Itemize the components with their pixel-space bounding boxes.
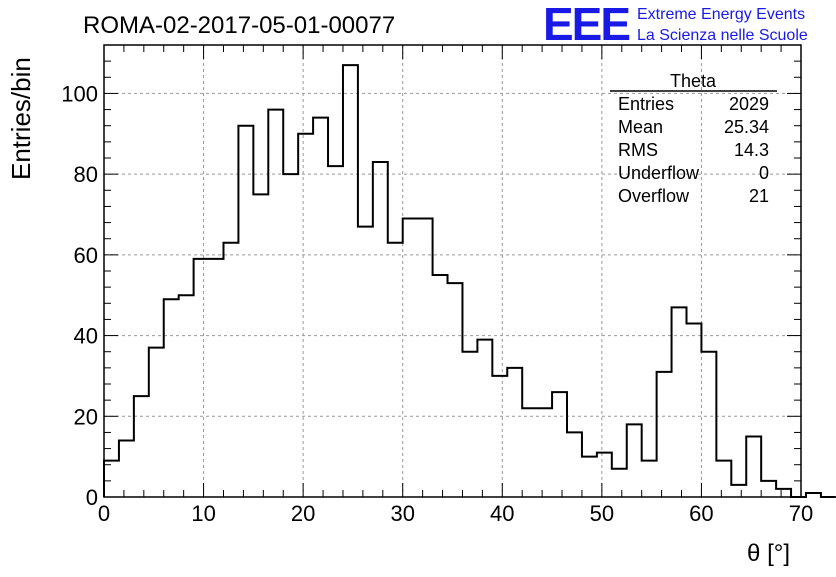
tick-labels: 0 10 20 30 40 50 60 70 0 20 40 60 80 100 — [61, 81, 813, 526]
stats-row-label: Entries — [618, 94, 674, 114]
grid-lines — [104, 45, 801, 497]
x-tick-label: 50 — [590, 501, 614, 526]
x-tick-label: 10 — [191, 501, 215, 526]
x-tick-label: 70 — [789, 501, 813, 526]
stats-row-label: RMS — [618, 140, 658, 160]
stats-row-value: 2029 — [729, 94, 769, 114]
y-tick-label: 80 — [74, 162, 98, 187]
eee-logo: EEE Extreme Energy Events La Scienza nel… — [543, 0, 808, 50]
y-tick-label: 40 — [74, 324, 98, 349]
plot-frame — [103, 44, 802, 498]
histogram-outline — [103, 64, 836, 498]
y-tick-label: 20 — [74, 404, 98, 429]
axes-frame — [103, 44, 802, 498]
eee-logo-mark: EEE — [543, 0, 629, 50]
stats-row-value: 25.34 — [724, 117, 769, 137]
x-tick-label: 20 — [291, 501, 315, 526]
x-tick-label: 30 — [390, 501, 414, 526]
stats-row-value: 21 — [749, 186, 769, 206]
stats-rows: Entries 2029 Mean 25.34 RMS 14.3 Underflow 0 Ove… — [618, 94, 769, 206]
x-axis-label: θ [°] — [747, 540, 790, 567]
y-tick-label: 100 — [61, 81, 98, 106]
x-tick-label: 0 — [98, 501, 110, 526]
logo-line-1: Extreme Energy Events — [637, 6, 805, 23]
x-tick-label: 40 — [490, 501, 514, 526]
stats-title: Theta — [670, 71, 717, 91]
y-axis-label: Entries/bin — [6, 57, 36, 180]
logo-line-2: La Scienza nelle Scuole — [637, 27, 808, 44]
stats-box: Theta Entries 2029 Mean 25.34 RMS 14.3 Underfl… — [610, 71, 777, 206]
stats-row-value: 0 — [759, 163, 769, 183]
stats-row-label: Mean — [618, 117, 663, 137]
y-tick-label: 0 — [86, 485, 98, 510]
chart-title: ROMA-02-2017-05-01-00077 — [83, 12, 395, 39]
stats-row-value: 14.3 — [734, 140, 769, 160]
y-tick-label: 60 — [74, 243, 98, 268]
x-tick-label: 60 — [689, 501, 713, 526]
stats-row-label: Overflow — [618, 186, 690, 206]
stats-row-label: Underflow — [618, 163, 700, 183]
